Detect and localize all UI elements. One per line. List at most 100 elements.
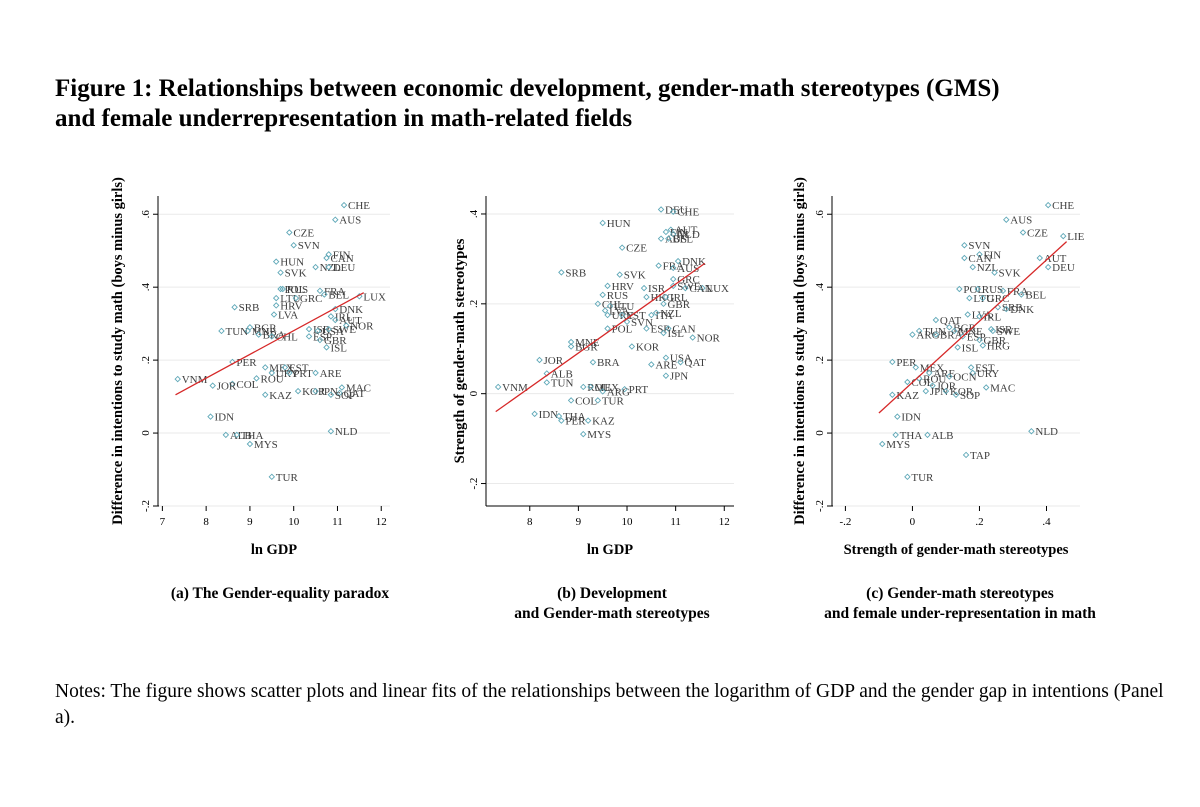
point-kor bbox=[942, 387, 950, 395]
point-label-kaz: KAZ bbox=[592, 416, 615, 428]
point-label-jpn: JPN bbox=[670, 371, 688, 383]
point-label-per: PER bbox=[236, 357, 257, 369]
point-isl bbox=[954, 344, 961, 351]
point-swe bbox=[325, 325, 332, 333]
point-label-hrv: HRV bbox=[612, 281, 634, 293]
point-srb bbox=[558, 269, 565, 276]
point-rou bbox=[580, 383, 587, 391]
point-arg bbox=[599, 388, 606, 395]
point-label-alb: ALB bbox=[932, 430, 954, 442]
point-label-sop: SOP bbox=[960, 390, 980, 402]
y-tick-label: .2 bbox=[140, 356, 152, 364]
point-tap bbox=[962, 451, 970, 459]
point-label-nld: NLD bbox=[1035, 426, 1058, 438]
point-label-swe: SWE bbox=[333, 324, 357, 336]
point-label-hun: HUN bbox=[607, 218, 631, 230]
point-label-srb: SRB bbox=[239, 302, 260, 314]
point-nld bbox=[327, 427, 335, 435]
point-label-rou: ROU bbox=[260, 373, 283, 385]
point-svn bbox=[961, 241, 968, 249]
point-label-deu: DEU bbox=[665, 204, 688, 216]
point-jpn bbox=[662, 372, 670, 379]
point-label-kaz: KAZ bbox=[269, 390, 292, 402]
point-tha bbox=[892, 431, 899, 439]
point-per bbox=[889, 358, 896, 366]
point-label-swe: SWE bbox=[677, 281, 701, 293]
point-label-usa: USA bbox=[322, 326, 344, 338]
point-mex bbox=[587, 383, 594, 391]
x-axis-title: Strength of gender-math stereotypes bbox=[844, 542, 1069, 558]
point-label-est: EST bbox=[626, 310, 646, 322]
point-est bbox=[618, 311, 626, 319]
point-lva bbox=[270, 311, 278, 318]
point-label-dnk: DNK bbox=[339, 304, 363, 316]
point-swe bbox=[989, 327, 997, 335]
point-mys bbox=[580, 430, 587, 438]
point-kaz bbox=[889, 391, 896, 399]
point-nld bbox=[1028, 427, 1035, 435]
point-label-vnm: VNM bbox=[502, 382, 528, 394]
point-dnk bbox=[674, 257, 682, 265]
point-mys bbox=[246, 440, 254, 448]
point-label-bel: BEL bbox=[328, 289, 349, 301]
point-sop bbox=[952, 391, 960, 399]
point-label-chl: CHL bbox=[602, 299, 624, 311]
point-label-chl: CHL bbox=[276, 331, 298, 343]
point-alb bbox=[924, 431, 931, 439]
point-label-isr: ISR bbox=[648, 283, 666, 295]
point-per bbox=[558, 417, 565, 424]
point-ltu bbox=[272, 294, 280, 302]
point-label-can: CAN bbox=[672, 324, 695, 336]
point-svk bbox=[277, 269, 284, 276]
point-label-idn: IDN bbox=[901, 412, 921, 424]
point-aut bbox=[667, 226, 675, 233]
point-isr bbox=[640, 284, 648, 292]
point-hun bbox=[272, 258, 280, 265]
x-axis-title: ln GDP bbox=[251, 542, 297, 558]
point-aut bbox=[1036, 254, 1044, 262]
point-lva bbox=[964, 311, 971, 318]
point-label-ita: ITA bbox=[655, 310, 673, 322]
point-irl bbox=[327, 313, 335, 320]
point-label-tha: THA bbox=[563, 411, 586, 423]
x-tick-label: -.2 bbox=[839, 516, 851, 528]
point-fra bbox=[655, 262, 662, 269]
point-tun bbox=[915, 327, 923, 335]
y-tick-label: 0 bbox=[468, 390, 480, 396]
point-nzl bbox=[969, 263, 976, 271]
point-chl bbox=[594, 300, 602, 308]
point-label-che: CHE bbox=[1052, 200, 1074, 212]
chart-c-svg: -.2 0 .2 .4 .6 -.2 0 .2 .4 Strength of gender-mat… bbox=[792, 177, 1085, 558]
y-tick-label: 0 bbox=[814, 430, 826, 436]
y-axis-title: Strength of gender-math stereotypes bbox=[452, 238, 468, 463]
point-label-aus: AUS bbox=[1010, 215, 1032, 227]
point-label-fin: FIN bbox=[983, 249, 1001, 261]
point-nor bbox=[689, 334, 696, 341]
point-ltu bbox=[606, 302, 614, 310]
point-isl bbox=[323, 344, 330, 351]
x-tick-label: 10 bbox=[622, 516, 634, 528]
caption-c: (c) Gender-math stereotypes and female u… bbox=[770, 584, 1150, 624]
caption-c-line2: and female under-representation in math bbox=[824, 605, 1096, 622]
fit-line bbox=[175, 292, 365, 396]
point-label-tun: TUN bbox=[551, 377, 574, 389]
point-label-nor: NOR bbox=[697, 333, 721, 345]
point-rus bbox=[599, 291, 606, 299]
point-alb bbox=[222, 431, 230, 439]
point-label-jor: JOR bbox=[217, 381, 237, 393]
point-label-lux: LUX bbox=[706, 283, 729, 295]
point-label-hrv: HRV bbox=[280, 300, 302, 312]
point-mys bbox=[879, 440, 886, 448]
point-hrv bbox=[272, 302, 280, 309]
caption-b-line2: and Gender-math stereotypes bbox=[514, 605, 710, 622]
point-label-can: CAN bbox=[331, 253, 354, 265]
point-label-irl: IRL bbox=[335, 311, 353, 323]
point-label-bel: BEL bbox=[672, 234, 693, 246]
point-label-mac: MAC bbox=[990, 382, 1015, 394]
y-axis-title: Difference in intentions to study math (… bbox=[110, 177, 126, 525]
point-mne bbox=[951, 327, 958, 335]
point-label-mys: MYS bbox=[886, 439, 910, 451]
point-label-rus: RUS bbox=[607, 290, 628, 302]
point-idn bbox=[894, 413, 901, 420]
point-label-srb: SRB bbox=[565, 267, 586, 279]
